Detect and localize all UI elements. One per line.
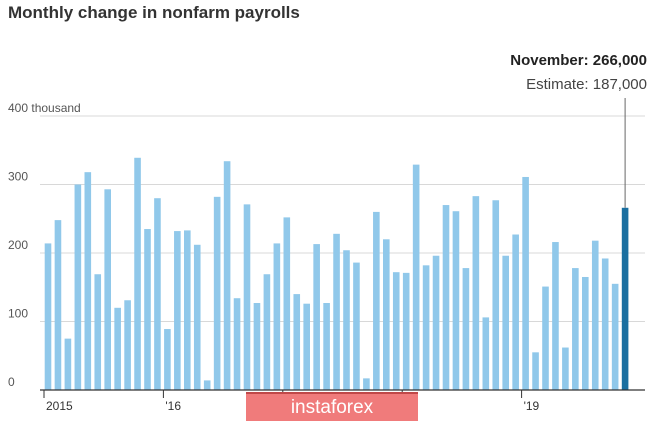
x-tick-label: '16 [165,399,181,413]
bar [373,211,380,390]
bar [542,286,549,390]
bar [532,352,539,390]
callout-estimate-label: Estimate: 187,000 [526,76,647,93]
bar [64,338,72,391]
bar [392,272,400,390]
bar [44,243,52,390]
y-tick-label: 100 [8,307,28,321]
bar [482,317,490,390]
bar [442,205,450,390]
watermark-banner: instaforex [246,392,418,421]
bar [124,300,131,390]
bar [582,276,589,390]
bar [552,242,559,390]
bar [492,200,500,390]
y-axis-ticks: 400 thousand 300 200 100 0 [8,101,81,389]
bar [144,229,151,390]
bar [432,255,440,390]
bar [591,240,599,390]
bar [572,268,579,390]
bar [562,347,569,390]
x-tick-label: 2015 [46,399,73,413]
bar [184,230,191,390]
bar [213,196,221,390]
bar [303,303,310,390]
bar [522,176,529,390]
bar [164,329,171,390]
bar [253,303,261,390]
bar [353,262,360,390]
bar [174,231,181,390]
highlighted-bar [621,207,629,390]
bar [333,233,340,390]
y-tick-label: 200 [8,238,28,252]
bar [472,196,480,390]
bar [84,172,92,390]
bar [412,164,420,390]
bar [203,380,211,390]
bar [94,274,102,390]
bar [54,220,62,390]
bar [223,161,231,390]
bar [283,217,291,390]
bars [44,157,629,391]
bar [263,274,271,390]
bar [313,244,320,390]
bar [422,265,430,390]
bar [452,211,460,390]
bar [502,255,509,390]
bar [154,198,161,390]
bar [74,184,82,390]
y-tick-label: 0 [8,375,15,389]
bar [193,244,201,390]
x-tick-label: '19 [524,399,540,413]
bar [104,189,111,390]
bar [293,294,301,390]
bar [233,298,241,390]
bar [601,258,609,390]
y-tick-label: 400 thousand [8,101,81,115]
bar [134,157,141,390]
bar [343,250,350,390]
y-tick-label: 300 [8,170,28,184]
bar [273,243,281,390]
bar [611,283,619,390]
bar [243,204,251,390]
chart-title: Monthly change in nonfarm payrolls [8,3,300,22]
bar [114,307,121,390]
bar [363,378,370,390]
bar [402,272,410,390]
bar [323,303,330,390]
bar [462,268,470,390]
bar [512,234,519,390]
callout-value-label: November: 266,000 [510,52,647,69]
bar [383,239,390,390]
